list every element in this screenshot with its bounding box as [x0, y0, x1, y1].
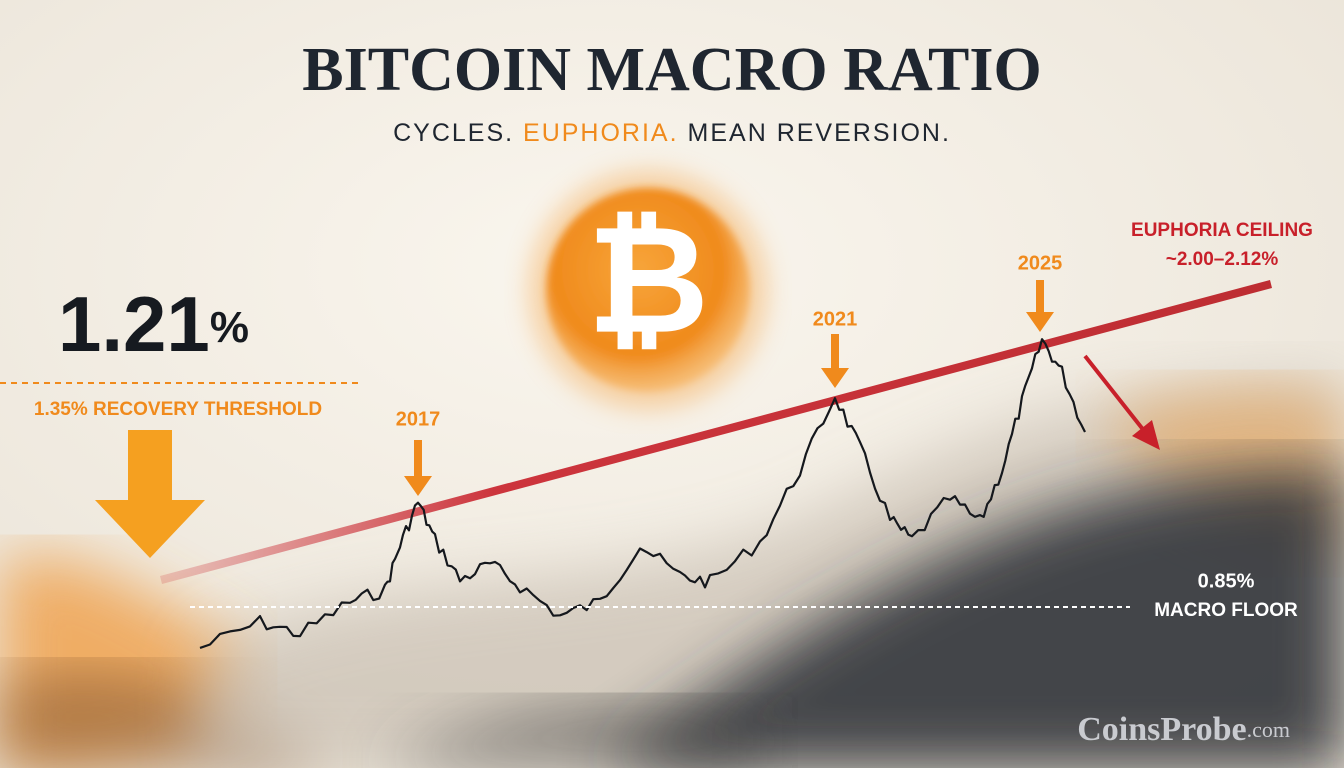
- cycle-label: 2017: [396, 408, 441, 430]
- smoke: [0, 380, 1344, 768]
- current-value: 1.21: [58, 280, 210, 368]
- decline-arrow: [1083, 354, 1160, 450]
- current-unit: %: [210, 303, 249, 352]
- watermark-name: CoinsProbe: [1077, 711, 1246, 748]
- bitcoin-logo: ₿: [528, 170, 768, 410]
- subtitle-part: CYCLES.: [393, 119, 514, 147]
- ceiling-range: ~2.00–2.12%: [1166, 249, 1279, 270]
- subtitle-part: EUPHORIA.: [523, 119, 679, 147]
- ceiling-label: EUPHORIA CEILING: [1131, 220, 1313, 241]
- current-ratio: 1.21%: [58, 280, 249, 368]
- ratio-line: [199, 338, 1086, 649]
- euphoria-ceiling-line: [160, 280, 1272, 584]
- recovery-label: 1.35% RECOVERY THRESHOLD: [34, 399, 322, 420]
- cycle-label: 2025: [1018, 252, 1063, 274]
- recovery-arrow: [95, 430, 205, 558]
- watermark: CoinsProbe.com: [1077, 711, 1290, 748]
- floor-value: 0.85%: [1198, 570, 1255, 592]
- subtitle-part: MEAN REVERSION.: [688, 119, 951, 147]
- header: BITCOIN MACRO RATIO: [302, 36, 1041, 104]
- floor-label: MACRO FLOOR: [1154, 600, 1298, 621]
- title: BITCOIN MACRO RATIO: [302, 36, 1041, 104]
- cycle-label: 2021: [813, 308, 858, 330]
- cycle-arrows: [404, 280, 1054, 496]
- bitcoin-symbol: ₿: [587, 196, 709, 364]
- watermark-suffix: .com: [1247, 717, 1290, 742]
- subtitle: CYCLES. EUPHORIA. MEAN REVERSION.: [393, 119, 951, 147]
